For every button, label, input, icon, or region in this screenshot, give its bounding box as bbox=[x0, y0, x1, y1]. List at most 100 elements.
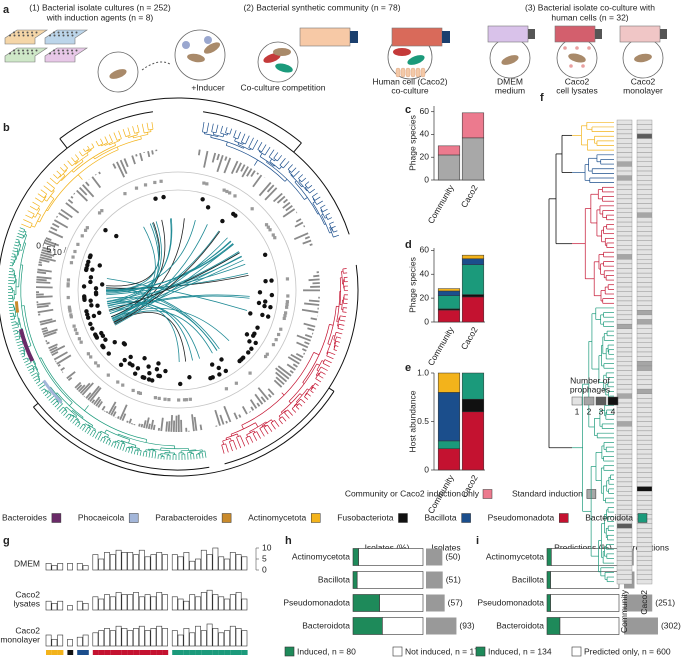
tree-branch bbox=[199, 453, 201, 459]
phage-dot bbox=[88, 321, 93, 327]
tree-branch bbox=[278, 410, 286, 417]
tree-branch bbox=[312, 196, 316, 201]
tree-branch bbox=[276, 195, 286, 204]
tree-branch bbox=[265, 421, 267, 424]
tree-branch bbox=[20, 352, 24, 355]
tree-branch bbox=[272, 192, 283, 203]
bar bbox=[218, 556, 225, 571]
well bbox=[62, 34, 65, 37]
bar-segment bbox=[437, 154, 461, 181]
heatmap-cell bbox=[636, 170, 653, 176]
tree-branch bbox=[21, 223, 31, 229]
detection-mark bbox=[157, 396, 161, 400]
tree-branch bbox=[117, 439, 125, 443]
tree-branch bbox=[312, 192, 318, 197]
heatmap-cell bbox=[616, 574, 633, 580]
bar bbox=[92, 632, 99, 647]
phage-dot bbox=[86, 259, 91, 265]
tree-branch bbox=[34, 378, 39, 382]
tree-branch bbox=[33, 215, 36, 218]
tree-branch bbox=[49, 346, 58, 352]
detection-mark bbox=[177, 398, 181, 402]
category-label: Bacteroidota bbox=[496, 620, 544, 630]
bar bbox=[189, 560, 196, 571]
tree-branch bbox=[40, 319, 57, 326]
heatmap-cell bbox=[616, 189, 633, 195]
bar bbox=[82, 603, 89, 611]
detection-mark bbox=[68, 307, 72, 311]
tree-branch bbox=[28, 367, 33, 371]
bar bbox=[98, 598, 105, 611]
legend-label: Fusobacteriota bbox=[337, 512, 393, 522]
bacterium bbox=[109, 69, 127, 79]
tree-branch bbox=[214, 409, 221, 426]
tree-branch bbox=[264, 146, 271, 156]
count-label: (93) bbox=[459, 620, 474, 630]
well bbox=[62, 52, 65, 55]
phage-dot bbox=[200, 197, 205, 202]
heatmap-cell bbox=[616, 296, 633, 302]
tree-branch bbox=[287, 164, 293, 170]
tree-branch bbox=[298, 179, 301, 182]
heatmap-cell bbox=[636, 161, 653, 167]
shared-phage-link bbox=[109, 294, 250, 313]
tree-branch bbox=[304, 197, 308, 200]
heatmap-cell bbox=[616, 449, 633, 455]
bar bbox=[109, 554, 116, 571]
count-bar bbox=[624, 594, 653, 612]
tree-branch bbox=[17, 240, 20, 244]
heatmap-cell bbox=[616, 463, 633, 469]
tree-branch bbox=[65, 169, 67, 171]
heatmap-cell bbox=[616, 337, 633, 343]
detection-mark bbox=[123, 192, 127, 196]
tree-branch bbox=[14, 307, 17, 317]
tree-branch bbox=[204, 133, 219, 138]
phage-dot bbox=[99, 330, 104, 336]
tree-branch bbox=[302, 239, 312, 245]
well bbox=[62, 49, 64, 52]
heatmap-cell bbox=[616, 435, 633, 441]
tree-branch bbox=[202, 121, 205, 133]
tree-branch bbox=[147, 150, 151, 158]
tree-branch bbox=[304, 341, 310, 345]
tree-branch bbox=[59, 138, 68, 149]
tree-branch bbox=[41, 388, 45, 392]
heatmap-cell bbox=[616, 365, 633, 371]
tree-branch bbox=[76, 384, 83, 391]
heatmap-cell bbox=[636, 268, 653, 274]
tree-branch bbox=[264, 425, 266, 427]
phage-dot bbox=[142, 356, 147, 361]
detection-mark bbox=[268, 228, 272, 232]
tree-branch bbox=[42, 329, 49, 333]
bar bbox=[92, 596, 99, 611]
tree-branch bbox=[17, 343, 24, 347]
bar bbox=[218, 632, 225, 647]
phage-dot bbox=[97, 263, 102, 268]
tree-branch bbox=[266, 184, 275, 193]
taxon-strip bbox=[133, 650, 140, 655]
caption: co-culture bbox=[391, 85, 429, 95]
tree-branch bbox=[12, 250, 18, 253]
tree-branch bbox=[61, 161, 84, 181]
detection-mark bbox=[73, 249, 77, 254]
shared-phage-link bbox=[107, 218, 172, 305]
bar bbox=[82, 565, 89, 571]
tree-branch bbox=[313, 274, 320, 278]
bar bbox=[144, 630, 151, 647]
tree-branch bbox=[119, 159, 128, 175]
tree-branch bbox=[310, 390, 314, 394]
bar-segment bbox=[461, 294, 485, 298]
detection-mark bbox=[66, 284, 70, 288]
tree-branch bbox=[75, 154, 80, 160]
tree-branch bbox=[49, 177, 58, 185]
tree-branch bbox=[250, 170, 256, 177]
bar-segment bbox=[546, 594, 551, 612]
bar bbox=[98, 558, 105, 571]
heatmap-cell bbox=[636, 481, 653, 487]
tree-branch bbox=[296, 388, 308, 402]
tree-branch bbox=[72, 418, 77, 424]
panel-label: g bbox=[3, 535, 10, 547]
tree-branch bbox=[23, 219, 33, 224]
tree-branch bbox=[39, 357, 42, 359]
y-tick-label: 0 bbox=[424, 316, 429, 326]
